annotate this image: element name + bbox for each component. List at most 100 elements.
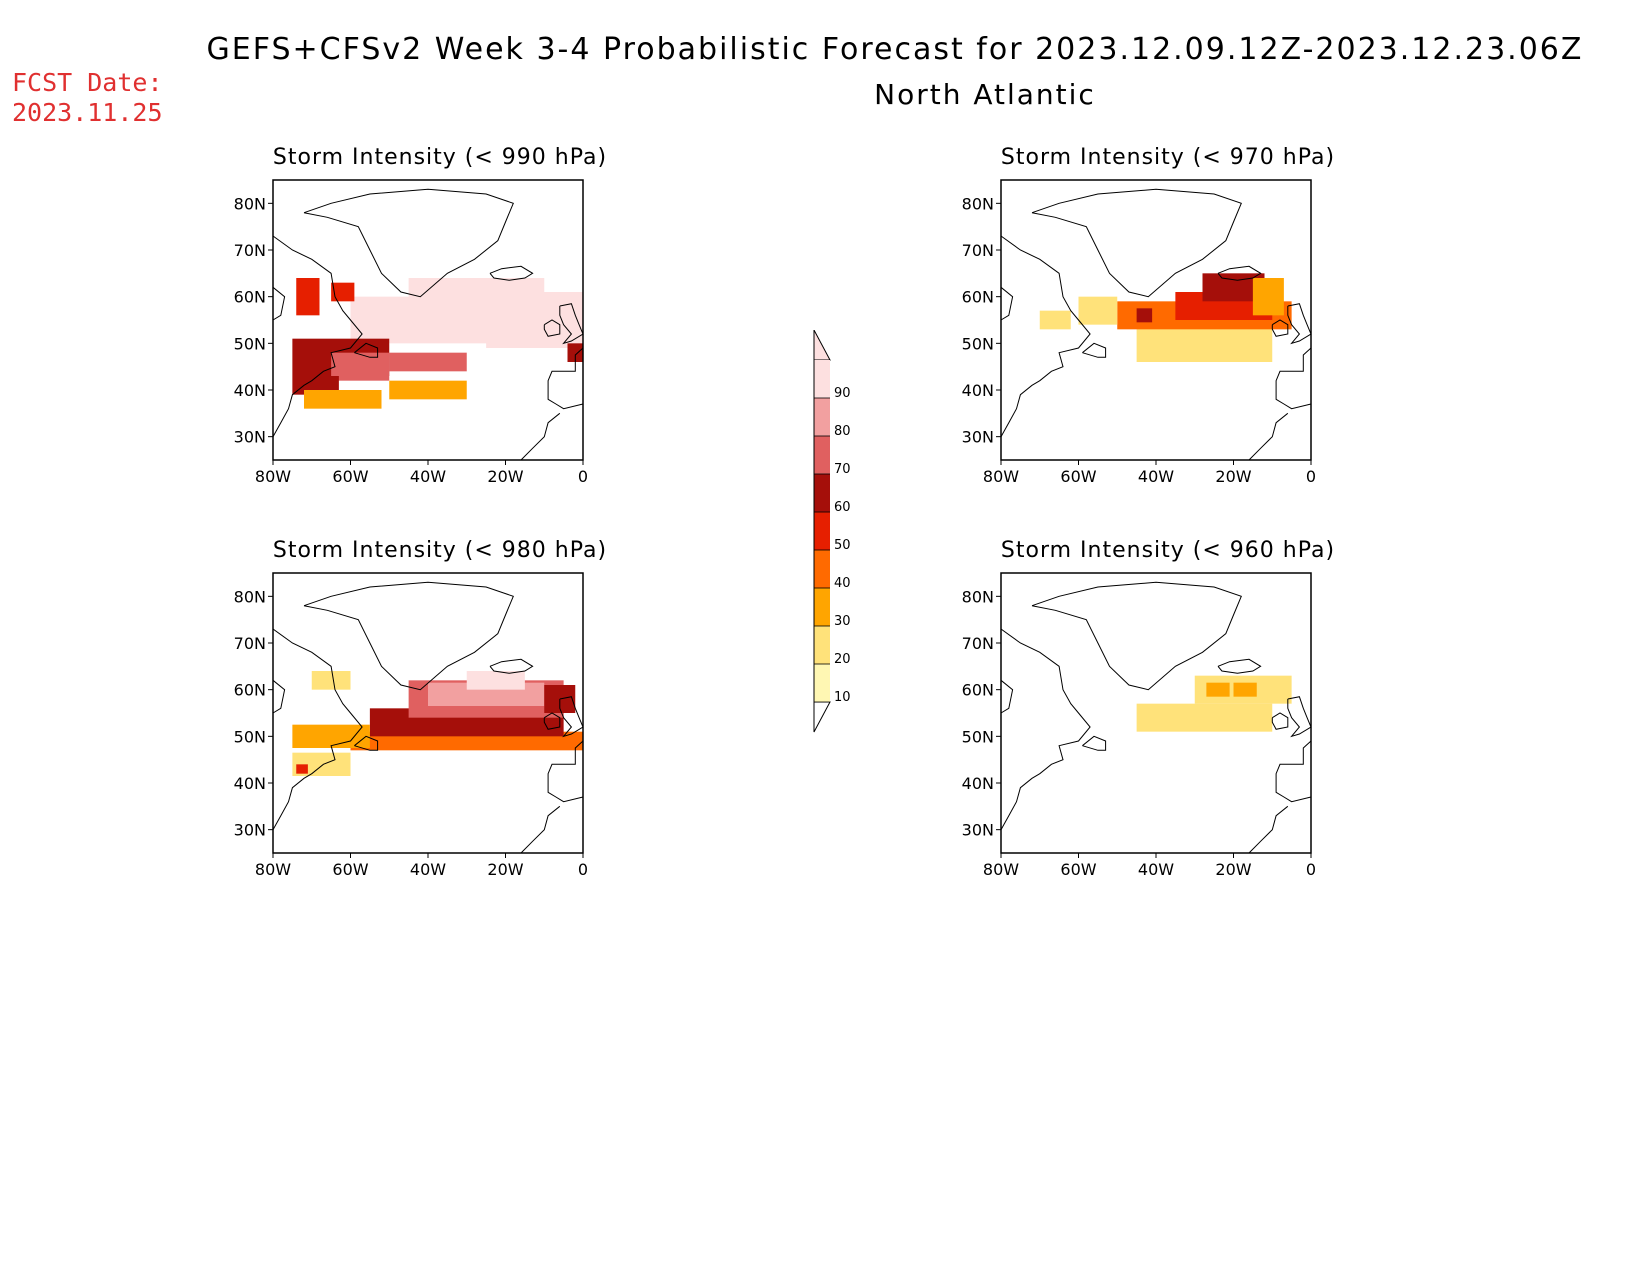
colorbar-label: 40 xyxy=(834,576,851,591)
probability-cell xyxy=(1136,324,1273,362)
lon-tick-label: 60W xyxy=(1060,467,1096,486)
probability-cell xyxy=(389,380,467,400)
panel-title: Storm Intensity (< 970 hPa) xyxy=(1000,145,1336,170)
probability-cell xyxy=(292,724,370,748)
lat-tick-label: 30N xyxy=(234,428,266,447)
panel-990: Storm Intensity (< 990 hPa) 80N 70N 60N 50N… xyxy=(230,145,650,515)
colorbar-label: 90 xyxy=(834,386,851,401)
lat-tick-label: 30N xyxy=(962,821,994,840)
lon-tick-label: 40W xyxy=(1138,860,1174,879)
page-title: GEFS+CFSv2 Week 3-4 Probabilistic Foreca… xyxy=(206,32,1584,67)
panel-970: Storm Intensity (< 970 hPa) 80N 70N 60N 50N… xyxy=(958,145,1378,515)
colorbar-swatch xyxy=(814,588,830,626)
probability-cell xyxy=(1252,278,1284,316)
lat-tick-label: 30N xyxy=(234,821,266,840)
colorbar-swatch xyxy=(814,626,830,664)
coastline xyxy=(272,679,286,714)
coastline xyxy=(547,347,584,410)
fcst-date-label: FCST Date: xyxy=(12,68,163,97)
panel-title: Storm Intensity (< 960 hPa) xyxy=(1000,538,1336,563)
probability-cell xyxy=(544,296,568,344)
colorbar-label: 20 xyxy=(834,652,851,667)
probability-cell xyxy=(466,671,525,690)
coastline xyxy=(1082,735,1107,751)
colorbar-label: 30 xyxy=(834,614,851,629)
lon-tick-label: 0 xyxy=(1306,467,1316,486)
panel-960: Storm Intensity (< 960 hPa) 80N 70N 60N 50N… xyxy=(958,538,1378,908)
panel-title: Storm Intensity (< 990 hPa) xyxy=(272,145,608,170)
coastline xyxy=(354,735,379,751)
probability-cell xyxy=(331,352,390,381)
probability-cell xyxy=(296,764,308,774)
coastline xyxy=(1000,679,1014,714)
lon-tick-label: 20W xyxy=(1215,467,1251,486)
lon-tick-label: 60W xyxy=(1060,860,1096,879)
fcst-date-value: 2023.11.25 xyxy=(12,98,163,127)
colorbar-swatch xyxy=(814,550,830,588)
probability-cell xyxy=(567,343,583,362)
colorbar-label: 70 xyxy=(834,462,851,477)
lat-tick-label: 50N xyxy=(962,334,994,353)
lon-tick-label: 40W xyxy=(410,860,446,879)
coastline xyxy=(1031,581,1242,691)
probability-cell xyxy=(1206,682,1230,697)
lon-tick-label: 0 xyxy=(578,860,588,879)
probability-cell xyxy=(350,731,583,751)
coastline xyxy=(559,696,584,738)
coastline xyxy=(1217,265,1262,281)
colorbar: 90 80 70 60 50 40 30 20 10 xyxy=(813,330,851,733)
coastline xyxy=(559,303,584,345)
probability-cell xyxy=(304,390,382,409)
lat-tick-label: 50N xyxy=(962,727,994,746)
map-svg: 80N 70N 60N 50N 40N 30N 80W 60W 40W 20W 0 xyxy=(962,572,1316,879)
lat-tick-label: 60N xyxy=(962,681,994,700)
lon-tick-label: 60W xyxy=(332,860,368,879)
coastline xyxy=(1275,347,1312,410)
lat-tick-label: 70N xyxy=(962,634,994,653)
colorbar-swatch xyxy=(814,436,830,474)
coastline xyxy=(1275,740,1312,803)
lat-tick-label: 70N xyxy=(234,634,266,653)
lon-tick-label: 40W xyxy=(1138,467,1174,486)
colorbar-swatch xyxy=(814,398,830,436)
lat-tick-label: 50N xyxy=(234,727,266,746)
lat-tick-label: 60N xyxy=(962,288,994,307)
probability-cell xyxy=(1136,703,1273,732)
colorbar-label: 60 xyxy=(834,500,851,515)
coastline xyxy=(489,265,534,281)
coastline xyxy=(520,412,561,461)
coastline xyxy=(1271,712,1289,730)
lon-tick-label: 0 xyxy=(578,467,588,486)
lon-tick-label: 40W xyxy=(410,467,446,486)
probability-cell xyxy=(331,282,355,302)
coastline xyxy=(1082,342,1107,358)
lat-tick-label: 40N xyxy=(234,381,266,400)
coastline xyxy=(272,286,286,321)
panel-980: Storm Intensity (< 980 hPa) 80N 70N 60N 50N… xyxy=(230,538,650,908)
coastline xyxy=(303,188,514,298)
lat-tick-label: 60N xyxy=(234,288,266,307)
coastline xyxy=(543,319,561,337)
map-svg: 80N 70N 60N 50N 40N 30N 80W 60W 40W 20W 0 xyxy=(234,572,588,879)
coastline xyxy=(354,342,379,358)
coastline xyxy=(1248,412,1289,461)
coastline xyxy=(1248,805,1289,854)
lon-tick-label: 80W xyxy=(983,467,1019,486)
probability-cell xyxy=(486,292,583,348)
lon-tick-label: 60W xyxy=(332,467,368,486)
coastline xyxy=(1000,286,1014,321)
coastline xyxy=(272,628,363,844)
coastline xyxy=(272,235,363,451)
lon-tick-label: 20W xyxy=(487,467,523,486)
probability-cell xyxy=(1078,296,1118,325)
probability-cell xyxy=(296,278,320,316)
lat-tick-label: 40N xyxy=(234,774,266,793)
lon-tick-label: 20W xyxy=(487,860,523,879)
coastline xyxy=(489,658,534,674)
lat-tick-label: 30N xyxy=(962,428,994,447)
colorbar-swatch xyxy=(814,360,830,398)
probability-cell xyxy=(1233,682,1257,697)
region-subtitle: North Atlantic xyxy=(874,78,1096,111)
coastline xyxy=(1271,319,1289,337)
lat-tick-label: 60N xyxy=(234,681,266,700)
